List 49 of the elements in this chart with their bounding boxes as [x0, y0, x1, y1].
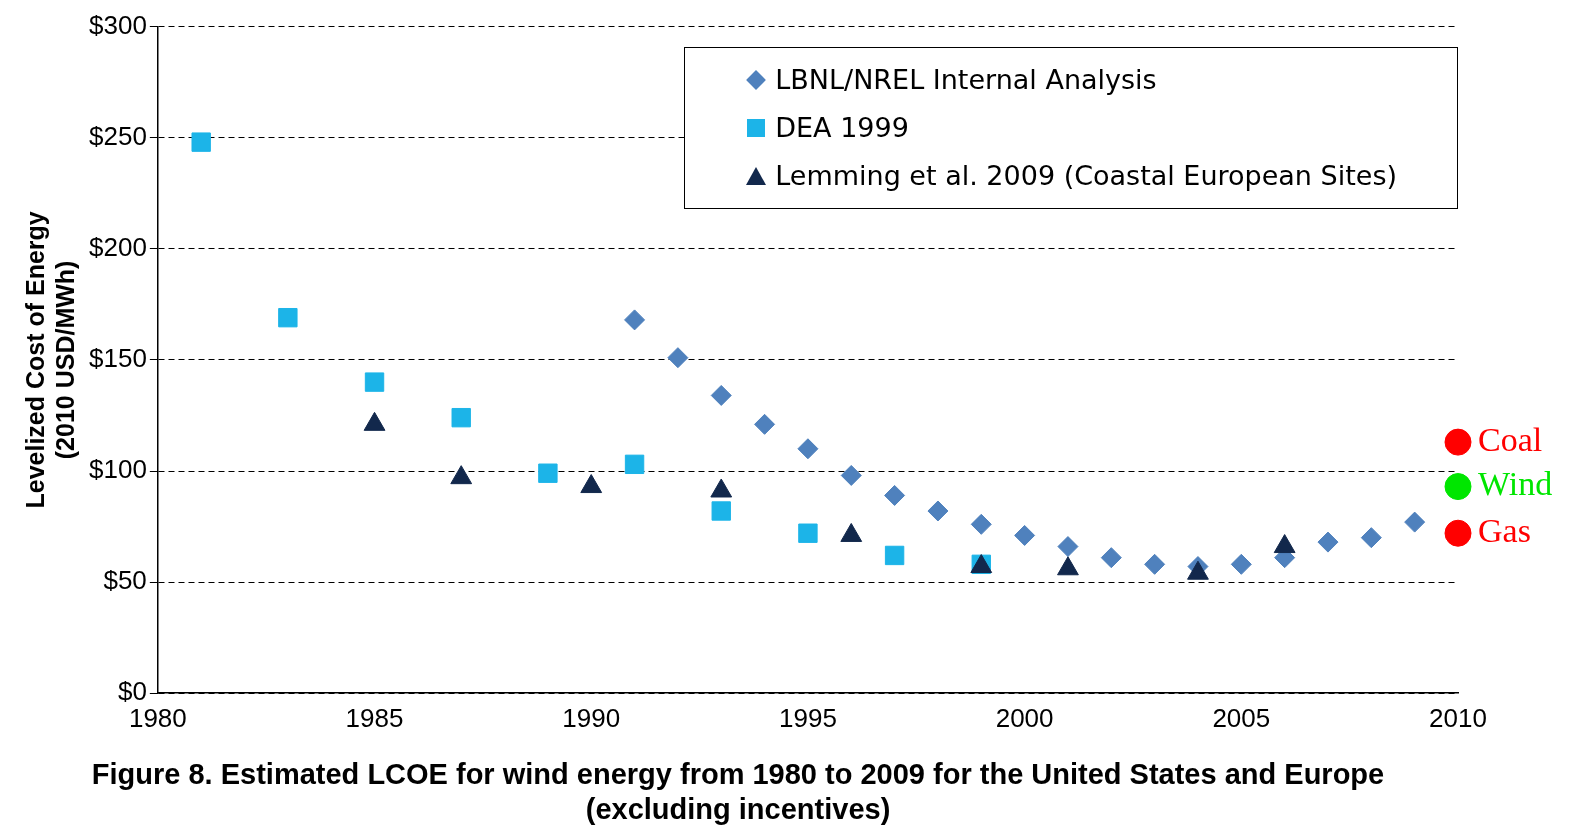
y-tick-label: $200: [89, 231, 147, 262]
legend-label: Lemming et al. 2009 (Coastal European Sites): [775, 160, 1397, 192]
series-label: Coal: [1478, 421, 1543, 459]
point: [884, 545, 905, 566]
series-label: Gas: [1478, 512, 1531, 550]
y-tick-label: $50: [103, 565, 147, 596]
point: [538, 463, 558, 483]
x-tick-label: 2000: [995, 702, 1054, 733]
point: [884, 484, 906, 506]
point: [1144, 553, 1166, 575]
point: [711, 501, 731, 521]
point: [1404, 511, 1426, 533]
point: [451, 407, 471, 428]
y-axis-title: Levelized Cost of Energy (2010 USD/MWh): [20, 211, 79, 509]
x-tick-label: 1995: [779, 702, 837, 733]
point: [840, 464, 862, 486]
legend-label: DEA 1999: [775, 112, 909, 144]
point: [624, 454, 645, 475]
point: [754, 413, 776, 435]
x-tick-label: 1990: [562, 702, 621, 733]
y-tick-label: $100: [89, 454, 147, 485]
series-label: Wind: [1478, 465, 1553, 503]
y-tick-label: $150: [89, 343, 147, 374]
point: [970, 513, 992, 535]
point: [1230, 553, 1252, 575]
point: [927, 500, 949, 522]
point: [278, 307, 298, 328]
point: [624, 309, 646, 331]
point: [667, 347, 689, 369]
legend-label: LBNL/NREL Internal Analysis: [775, 64, 1157, 96]
point: [1317, 531, 1339, 553]
text: Figure 8. Estimated LCOE for wind energy from 1980 to 2009 for the United States and Europe (excluding incentives): [91, 757, 1385, 825]
x-tick-label: 2005: [1212, 702, 1271, 733]
point: [797, 438, 819, 460]
y-tick-label: $300: [89, 9, 147, 40]
point: [1444, 428, 1472, 456]
point: [1100, 547, 1122, 569]
point: [191, 132, 211, 152]
point: [1014, 524, 1036, 546]
point: [364, 372, 385, 392]
y-tick-label: $250: [89, 120, 147, 151]
point: [1444, 473, 1472, 501]
point: [1057, 536, 1079, 558]
point: [1444, 519, 1472, 547]
point: [1360, 527, 1382, 549]
point: [710, 384, 732, 406]
x-tick-label: 1985: [345, 702, 404, 733]
point: [798, 523, 818, 543]
x-tick-label: 2010: [1429, 702, 1487, 733]
